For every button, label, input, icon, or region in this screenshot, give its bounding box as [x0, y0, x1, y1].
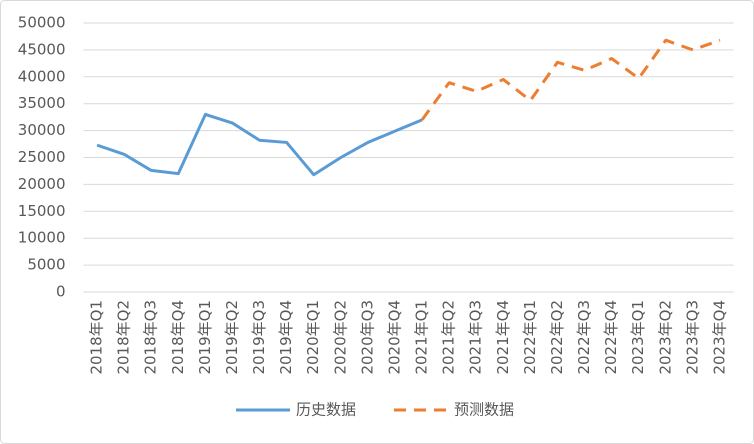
legend-label: 历史数据	[296, 401, 356, 419]
x-tick-label: 2021年Q1	[413, 300, 431, 375]
y-tick-label: 45000	[18, 40, 66, 58]
y-tick-label: 10000	[18, 229, 66, 247]
series-line	[420, 38, 721, 121]
x-tick-label: 2020年Q4	[385, 300, 403, 375]
x-tick-label: 2022年Q2	[548, 300, 566, 375]
x-tick-label: 2022年Q1	[521, 300, 539, 375]
x-tick-label: 2023年Q1	[629, 300, 647, 375]
x-tick-label: 2018年Q4	[169, 300, 187, 375]
series-line	[96, 112, 423, 177]
x-tick-label: 2021年Q2	[440, 300, 458, 375]
y-tick-label: 0	[56, 283, 66, 301]
x-tick-label: 2021年Q4	[494, 300, 512, 375]
x-tick-label: 2018年Q3	[142, 300, 160, 375]
y-tick-label: 35000	[18, 94, 66, 112]
x-tick-label: 2019年Q3	[250, 300, 268, 375]
x-tick-label: 2019年Q4	[277, 300, 295, 375]
x-tick-label: 2023年Q4	[710, 300, 728, 375]
x-tick-label: 2018年Q1	[88, 300, 106, 375]
x-tick-label: 2021年Q3	[467, 300, 485, 375]
y-tick-label: 40000	[18, 67, 66, 85]
x-tick-label: 2022年Q3	[575, 300, 593, 375]
x-tick-label: 2023年Q3	[683, 300, 701, 375]
x-tick-label: 2023年Q2	[656, 300, 674, 375]
y-tick-label: 50000	[18, 14, 66, 32]
x-tick-label: 2018年Q2	[115, 300, 133, 375]
x-tick-label: 2019年Q2	[223, 300, 241, 375]
x-tick-label: 2020年Q2	[331, 300, 349, 375]
y-tick-label: 25000	[18, 148, 66, 166]
legend-label: 预测数据	[454, 401, 514, 419]
y-tick-label: 5000	[27, 256, 65, 274]
x-tick-label: 2022年Q4	[602, 300, 620, 375]
x-tick-label: 2019年Q1	[196, 300, 214, 375]
y-tick-label: 20000	[18, 175, 66, 193]
x-tick-label: 2020年Q1	[304, 300, 322, 375]
y-tick-label: 30000	[18, 121, 66, 139]
y-tick-label: 15000	[18, 202, 66, 220]
x-tick-label: 2020年Q3	[358, 300, 376, 375]
